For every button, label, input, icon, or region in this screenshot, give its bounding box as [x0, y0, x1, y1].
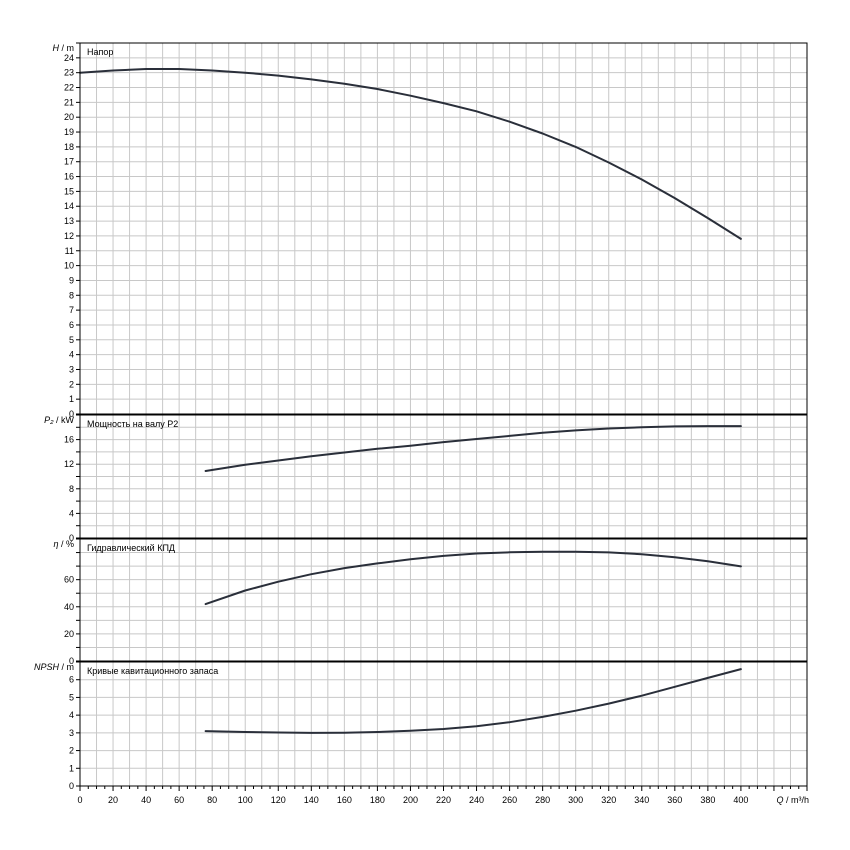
y-tick-label: 4 [69, 350, 74, 360]
x-tick-label: 220 [436, 795, 451, 805]
y-tick-label: 0 [69, 533, 74, 543]
x-tick-label: 280 [535, 795, 550, 805]
y-tick-label: 2 [69, 379, 74, 389]
x-tick-label: 300 [568, 795, 583, 805]
x-axis-label: Q / m³/h [776, 795, 809, 805]
x-tick-label: 360 [667, 795, 682, 805]
x-tick-label: 120 [271, 795, 286, 805]
y-tick-label: 5 [69, 335, 74, 345]
y-tick-label: 2 [69, 746, 74, 756]
axes-layer [76, 42, 808, 791]
y-tick-label: 0 [69, 781, 74, 791]
x-tick-label: 20 [108, 795, 118, 805]
text-layer: 0123456789101112131415161718192021222324… [34, 43, 809, 805]
y-tick-label: 23 [64, 68, 74, 78]
y-tick-label: 16 [64, 172, 74, 182]
y-tick-label: 4 [69, 508, 74, 518]
x-tick-label: 340 [634, 795, 649, 805]
x-tick-label: 320 [601, 795, 616, 805]
y-tick-label: 8 [69, 290, 74, 300]
x-tick-label: 180 [370, 795, 385, 805]
y-tick-label: 16 [64, 435, 74, 445]
x-tick-label: 40 [141, 795, 151, 805]
x-tick-label: 200 [403, 795, 418, 805]
y-tick-label: 21 [64, 97, 74, 107]
y-tick-label: 40 [64, 602, 74, 612]
y-tick-label: 6 [69, 675, 74, 685]
y-tick-label: 6 [69, 320, 74, 330]
curve-npsh [204, 668, 742, 734]
panel-title-head: Напор [87, 47, 113, 57]
x-tick-label: 380 [700, 795, 715, 805]
y-tick-label: 1 [69, 763, 74, 773]
y-tick-label: 1 [69, 394, 74, 404]
y-tick-label: 8 [69, 484, 74, 494]
y-tick-label: 3 [69, 364, 74, 374]
y-axis-label-power: P₂ / kW [44, 415, 74, 425]
y-tick-label: 11 [65, 246, 74, 256]
x-tick-label: 80 [207, 795, 217, 805]
panel-title-efficiency: Гидравлический КПД [87, 543, 175, 553]
y-tick-label: 20 [64, 112, 74, 122]
x-tick-label: 140 [304, 795, 319, 805]
y-tick-label: 0 [69, 409, 74, 419]
x-tick-label: 260 [502, 795, 517, 805]
panel-frame-efficiency [79, 538, 808, 662]
y-tick-label: 5 [69, 692, 74, 702]
curve-efficiency [204, 550, 742, 606]
curves-layer [79, 68, 742, 734]
y-tick-label: 10 [64, 261, 74, 271]
x-tick-label: 0 [77, 795, 82, 805]
y-axis-label-head: H / m [53, 43, 75, 53]
y-tick-label: 12 [64, 231, 74, 241]
y-tick-label: 3 [69, 728, 74, 738]
curve-power [204, 425, 742, 472]
y-tick-label: 12 [64, 459, 74, 469]
x-tick-label: 240 [469, 795, 484, 805]
x-tick-label: 100 [238, 795, 253, 805]
y-tick-label: 18 [64, 142, 74, 152]
y-tick-label: 0 [69, 656, 74, 666]
y-tick-label: 60 [64, 575, 74, 585]
x-tick-label: 160 [337, 795, 352, 805]
y-tick-label: 17 [64, 157, 74, 167]
y-tick-label: 14 [64, 201, 74, 211]
y-tick-label: 4 [69, 710, 74, 720]
y-tick-label: 19 [64, 127, 74, 137]
y-tick-label: 22 [64, 83, 74, 93]
x-tick-label: 400 [733, 795, 748, 805]
y-tick-label: 13 [64, 216, 74, 226]
panel-title-npsh: Кривые кавитационного запаса [87, 666, 218, 676]
y-axis-label-npsh: NPSH / m [34, 662, 74, 672]
panel-title-power: Мощность на валу P2 [87, 419, 178, 429]
y-tick-label: 15 [64, 186, 74, 196]
y-axis-label-efficiency: η / % [53, 539, 74, 549]
curve-head [79, 68, 742, 240]
y-tick-label: 20 [64, 629, 74, 639]
y-tick-label: 7 [69, 305, 74, 315]
x-tick-label: 60 [174, 795, 184, 805]
y-tick-label: 24 [64, 53, 74, 63]
panel-frame-head [79, 42, 808, 415]
y-tick-label: 9 [69, 275, 74, 285]
